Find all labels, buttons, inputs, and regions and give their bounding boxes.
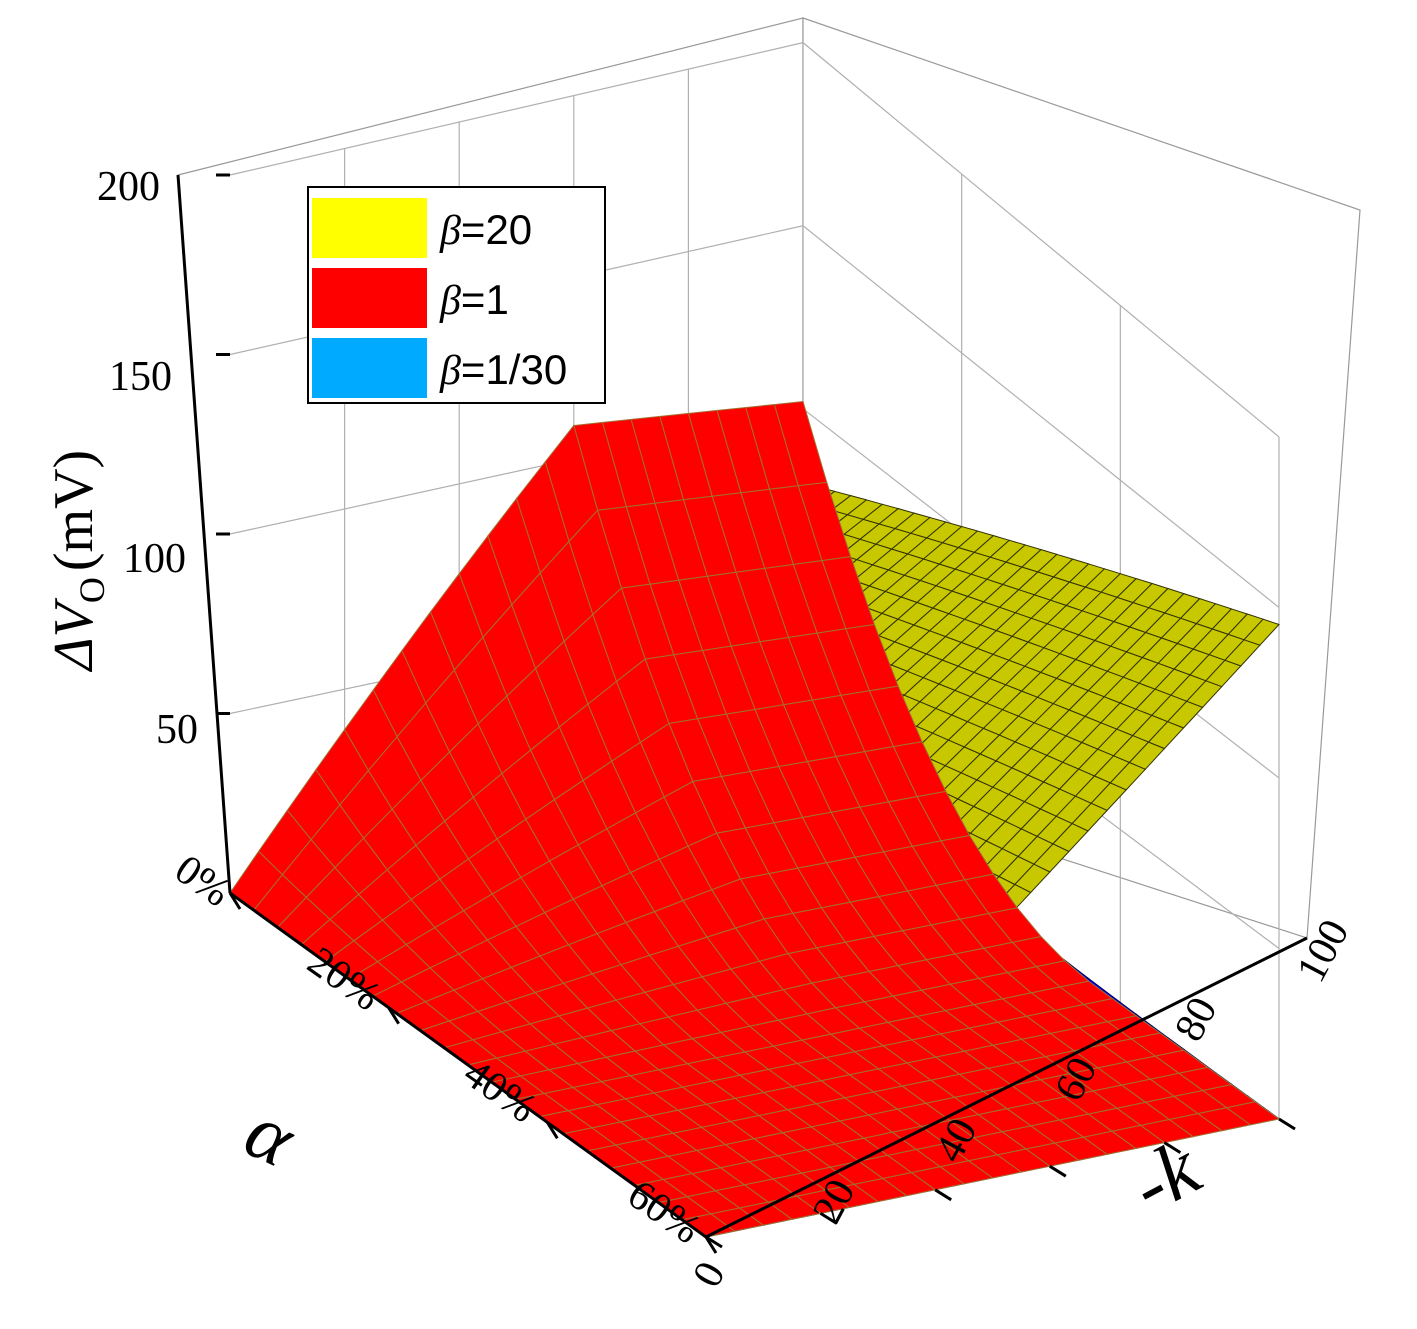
legend-swatch-beta1-30 xyxy=(312,338,427,398)
z-tick-label: 100 xyxy=(123,536,186,582)
z-tick-label: 50 xyxy=(156,707,198,753)
legend: β=20 β=1 β=1/30 xyxy=(307,186,606,404)
alpha-axis-line xyxy=(229,891,707,1239)
tick-mark xyxy=(387,1006,400,1025)
surfaces xyxy=(228,400,1281,1238)
tick-mark xyxy=(1278,1117,1296,1131)
gridline-z xyxy=(802,225,1280,608)
k-axis-line xyxy=(705,936,1308,1239)
z-tick-label: 200 xyxy=(97,164,160,210)
k-tick-label: 80 xyxy=(1166,990,1226,1049)
z-tick-label: 150 xyxy=(109,354,172,400)
tick-mark xyxy=(228,892,242,910)
tick-mark xyxy=(1049,1164,1067,1178)
tick-mark xyxy=(819,1212,838,1225)
surface-beta-1 xyxy=(229,400,1281,1238)
z-tick-labels: 200 150 100 50 xyxy=(97,164,198,753)
tick-marks xyxy=(216,173,1296,1254)
gridline-z xyxy=(802,42,1280,438)
z-axis-title-subscript: O xyxy=(72,577,112,603)
legend-label-beta1: β=1 xyxy=(439,276,509,324)
axes xyxy=(176,173,1308,1254)
legend-label-beta20: β=20 xyxy=(439,206,532,254)
z-axis-title-symbol: ΔV xyxy=(43,597,105,672)
svg-text:ΔVO(mV): ΔVO (mV) xyxy=(43,450,112,672)
z-axis-line xyxy=(176,174,232,894)
gridline-z xyxy=(229,42,804,176)
z-axis-title: ΔVO (mV) xyxy=(43,450,112,672)
z-axis-title-unit: (mV) xyxy=(43,450,105,571)
legend-label-beta1-30: β=1/30 xyxy=(439,346,567,394)
tick-mark xyxy=(705,1235,723,1249)
alpha-axis-title: α xyxy=(232,1087,309,1185)
legend-swatch-beta1 xyxy=(312,268,427,328)
tick-mark xyxy=(546,1121,559,1140)
k-tick-label: 0 xyxy=(684,1255,734,1295)
legend-swatch-beta20 xyxy=(312,198,427,258)
tick-mark xyxy=(1163,1141,1182,1154)
tick-mark xyxy=(934,1188,952,1202)
